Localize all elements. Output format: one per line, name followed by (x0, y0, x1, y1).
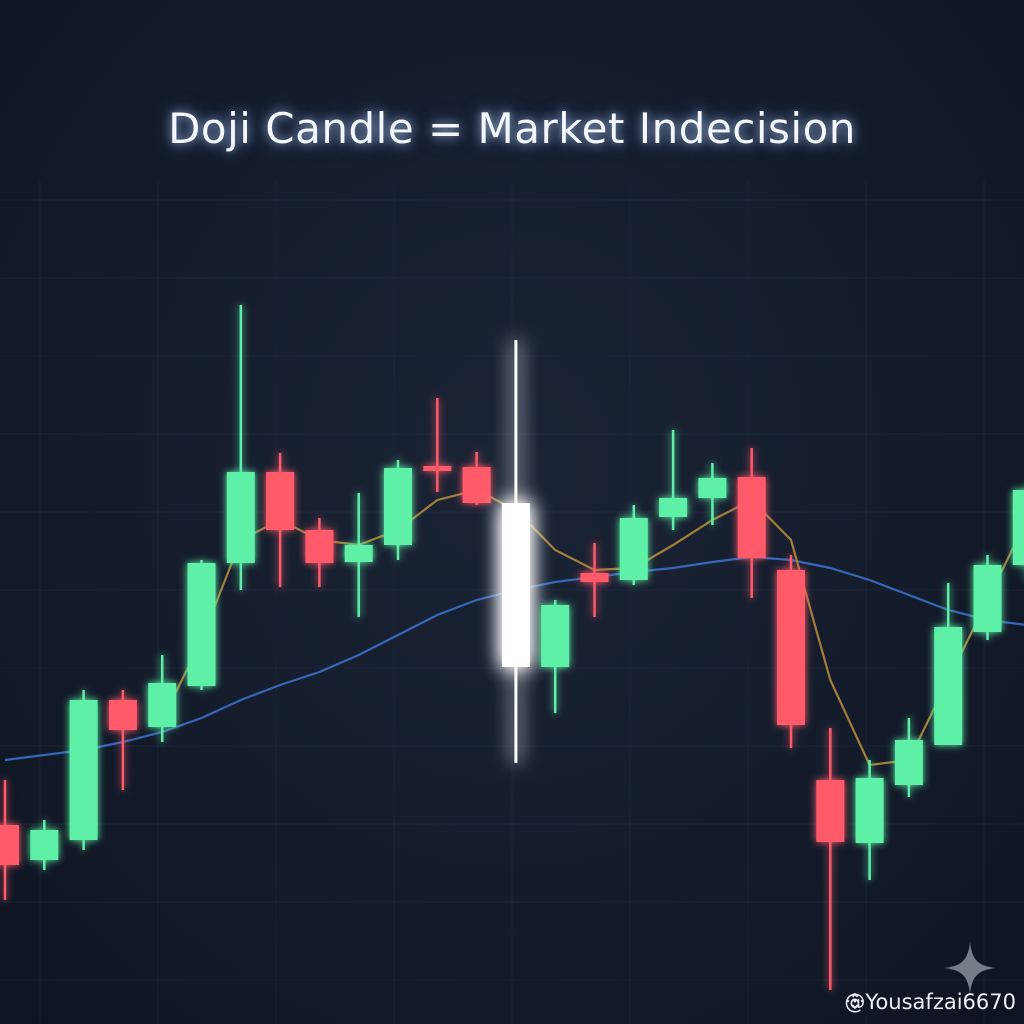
candle-body (384, 468, 412, 545)
candle-bull (226, 305, 255, 590)
candle-bull (934, 583, 963, 745)
candle-body (973, 565, 1002, 632)
candles (0, 305, 1024, 990)
candle-bull (659, 430, 688, 530)
candle-body (934, 627, 963, 745)
candle-bear (0, 780, 19, 900)
candle-body (698, 478, 727, 498)
candle-bull (30, 820, 59, 870)
candle-bull (855, 760, 884, 880)
candle-bear (423, 398, 452, 492)
candle-body (148, 683, 177, 727)
candle-bear (462, 452, 491, 505)
chart-title: Doji Candle = Market Indecision (168, 104, 856, 153)
candle-body (1012, 490, 1024, 565)
candle-body (816, 780, 845, 842)
candle-body (894, 740, 923, 785)
candle-body (266, 472, 295, 530)
candle-bull (619, 505, 648, 585)
candle-body (501, 503, 530, 667)
candle-body (462, 467, 491, 503)
candle-bull (69, 690, 98, 850)
moving-average-fast (161, 488, 1024, 767)
candle-bear (777, 555, 805, 748)
watermark-handle: @Yousafzai6670 (844, 990, 1016, 1014)
candle-body (855, 778, 884, 843)
candle-bull (344, 493, 373, 617)
candle-bull (973, 555, 1002, 640)
candle-bull (1012, 490, 1024, 565)
doji-candle (501, 340, 530, 763)
candle-body (30, 830, 59, 860)
candle-body (226, 472, 255, 563)
candle-bull (541, 600, 570, 713)
candle-body (541, 605, 570, 667)
candle-bull (894, 718, 923, 797)
candle-bull (148, 655, 177, 742)
candle-bear (737, 448, 766, 598)
candle-body (69, 700, 98, 840)
candle-bull (698, 463, 727, 525)
candle-body (344, 545, 373, 562)
candle-body (108, 700, 137, 730)
candle-body (777, 570, 805, 725)
candle-bear (580, 543, 609, 617)
binance-diamond-icon (847, 992, 864, 1010)
candle-body (0, 825, 19, 865)
candle-body (737, 477, 766, 558)
watermark: @Yousafzai6670 (844, 990, 1016, 1014)
candle-body (659, 498, 688, 517)
candle-body (619, 518, 648, 580)
candle-bear (266, 453, 295, 587)
candle-body (580, 573, 609, 582)
candle-bear (305, 518, 334, 587)
candle-bull (384, 460, 412, 560)
candle-bear (108, 690, 137, 790)
candle-body (305, 530, 334, 563)
candle-body (187, 563, 216, 686)
candle-bear (816, 728, 845, 990)
candle-bull (187, 560, 216, 690)
candle-body (423, 466, 452, 471)
sparkle-icon (944, 942, 996, 994)
